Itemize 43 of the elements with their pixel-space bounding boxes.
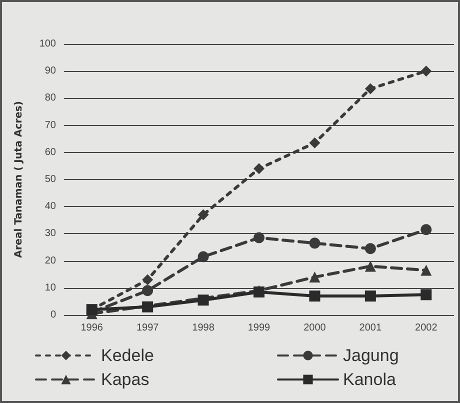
- point: [309, 290, 320, 302]
- point: [142, 274, 154, 286]
- y-axis-title: Areal Tanaman ( Juta Acres): [14, 101, 24, 258]
- y-tick-label: 80: [44, 92, 56, 104]
- y-tick-label: 60: [44, 146, 56, 158]
- y-tick-label: 100: [39, 38, 56, 50]
- legend-label: Kapas: [101, 370, 150, 389]
- point: [420, 224, 432, 236]
- point: [364, 260, 376, 272]
- point: [254, 232, 264, 244]
- point: [309, 238, 320, 249]
- point: [309, 137, 320, 148]
- legend-label: Kedele: [101, 346, 154, 365]
- point: [364, 290, 376, 302]
- y-tick-label: 70: [44, 120, 56, 131]
- point: [420, 66, 432, 77]
- x-tick-label: 2001: [359, 322, 382, 334]
- x-tick-label: 2000: [304, 322, 326, 334]
- y-tick-label: 10: [44, 282, 56, 294]
- point: [420, 264, 432, 276]
- point: [198, 294, 209, 306]
- point: [142, 285, 154, 296]
- x-tick-label: 1996: [80, 322, 104, 334]
- x-tick-label: 1997: [136, 322, 160, 334]
- point: [142, 301, 154, 312]
- y-tick-label: 0: [50, 310, 56, 320]
- point: [309, 272, 320, 283]
- point: [364, 243, 376, 254]
- point: [364, 83, 376, 94]
- y-tick-label: 40: [44, 201, 56, 212]
- y-tick-label: 50: [44, 174, 56, 185]
- x-tick-label: 1998: [192, 322, 215, 334]
- x-tick-label: 1999: [248, 322, 271, 334]
- x-tick-label: 2002: [415, 322, 438, 334]
- point: [198, 209, 209, 220]
- point: [420, 289, 432, 300]
- point: [198, 251, 209, 262]
- point: [254, 163, 264, 174]
- y-tick-label: 30: [44, 228, 56, 240]
- y-tick-label: 20: [44, 255, 56, 266]
- legend-label: Jagung: [343, 346, 399, 365]
- legend-label: Kanola: [343, 370, 396, 389]
- y-tick-label: 90: [44, 66, 56, 77]
